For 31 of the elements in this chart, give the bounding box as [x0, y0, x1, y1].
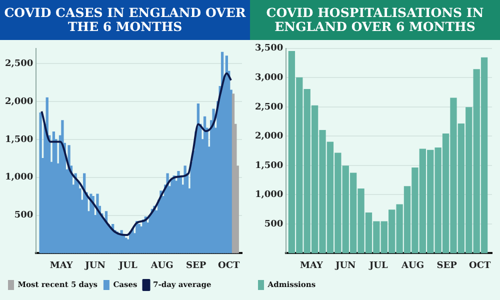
chart-title: COVID HOSPITALISATIONS IN ENGLAND OVER 6 MONTHS	[250, 0, 500, 40]
bar	[96, 194, 99, 254]
y-tick-label: 1,500	[4, 134, 34, 145]
x-tick-label: JUN	[84, 260, 106, 271]
y-tick-label: 1,000	[4, 172, 34, 183]
x-tick-label: MAY	[300, 260, 324, 271]
x-tick-label: OCT	[218, 260, 240, 271]
y-tick-label: 2,500	[254, 102, 284, 112]
x-tick-label: JUN	[334, 260, 356, 271]
chart-title: COVID CASES IN ENGLAND OVER THE 6 MONTHS	[0, 0, 250, 40]
bar	[68, 145, 70, 254]
x-tick-label: MAY	[50, 260, 74, 271]
x-tick-label: AUG	[400, 260, 424, 271]
bar	[61, 120, 64, 254]
line-series	[40, 72, 232, 236]
x-tick-label: JUL	[368, 260, 389, 271]
x-tick-label: OCT	[469, 260, 492, 271]
y-tick-label: 1,000	[254, 190, 284, 200]
y-tick-label: 2,000	[254, 132, 284, 142]
y-tick-label: 3,000	[254, 73, 284, 83]
x-tick-label: SEP	[436, 260, 458, 271]
y-tick-label: 3,500	[254, 44, 284, 54]
y-tick-label: 2,000	[4, 96, 34, 107]
y-tick-label: 500	[264, 219, 284, 230]
bar	[39, 112, 42, 254]
y-tick-label: 2,500	[4, 58, 34, 69]
x-tick-label: AUG	[150, 260, 174, 271]
y-tick-label: 500	[14, 210, 34, 221]
x-tick-label: SEP	[186, 260, 206, 271]
y-tick-label: 1,500	[254, 160, 284, 171]
x-tick-label: JUL	[118, 260, 138, 271]
